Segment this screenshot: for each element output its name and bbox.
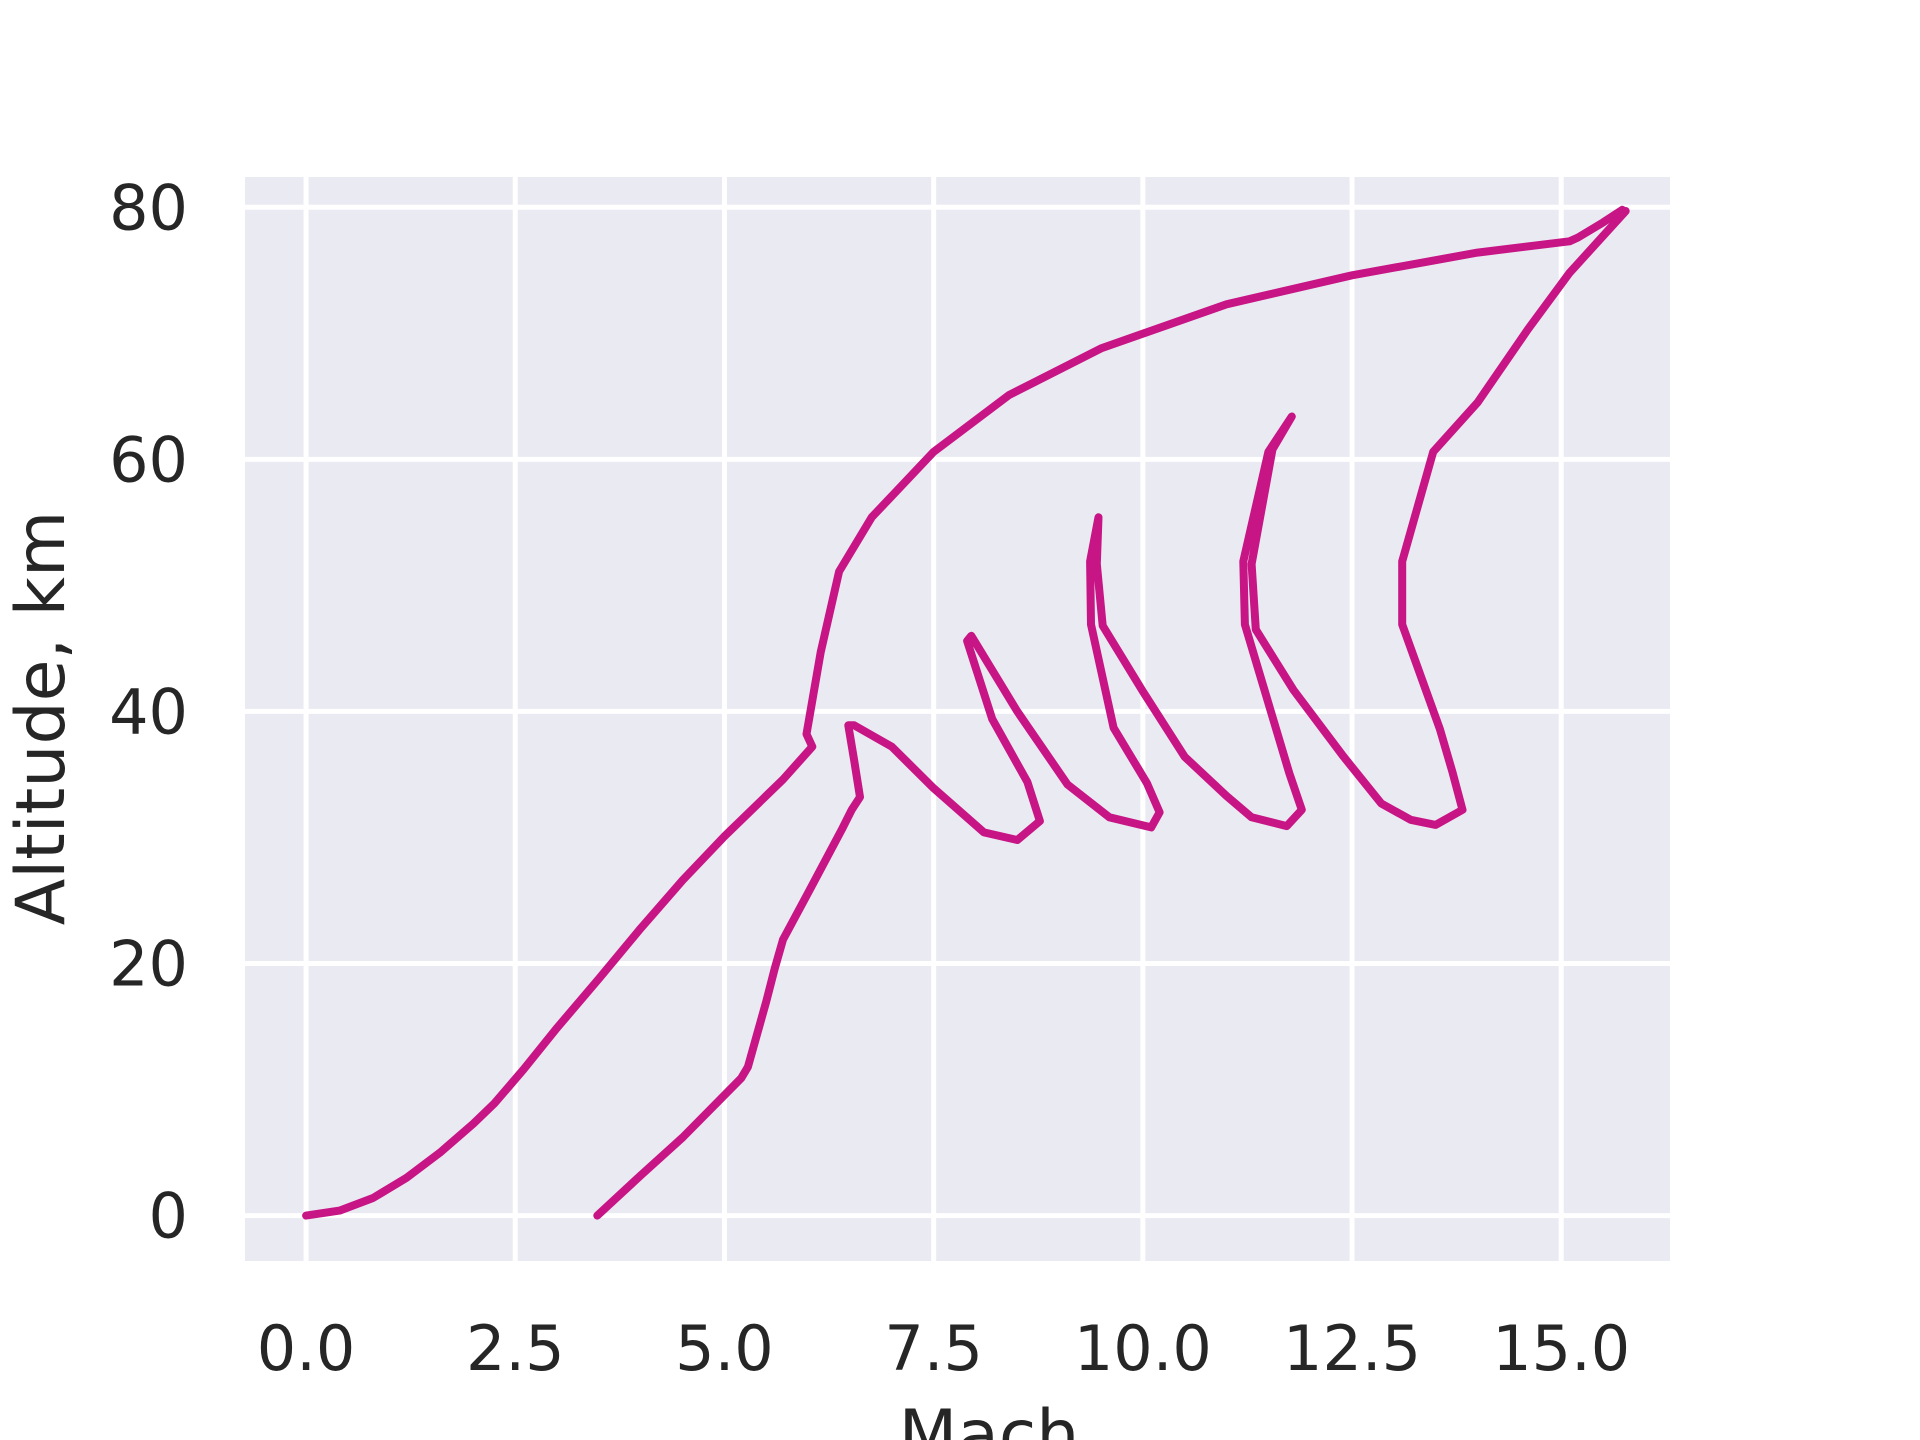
x-tick-label: 7.5 bbox=[884, 1312, 983, 1385]
series-layer bbox=[302, 205, 1630, 1220]
plot-background bbox=[245, 177, 1670, 1261]
x-tick-label: 12.5 bbox=[1283, 1312, 1421, 1385]
x-tick-label: 15.0 bbox=[1492, 1312, 1630, 1385]
series-line-2 bbox=[593, 207, 1630, 1220]
y-tick-label: 80 bbox=[109, 171, 188, 244]
y-axis-label: Altitude, km bbox=[2, 511, 81, 926]
x-gridlines bbox=[303, 177, 1564, 1261]
y-tick-label: 0 bbox=[149, 1180, 188, 1253]
y-tick-label: 40 bbox=[109, 675, 188, 748]
x-tick-label: 10.0 bbox=[1074, 1312, 1212, 1385]
y-tick-label: 60 bbox=[109, 423, 188, 496]
x-tick-label: 0.0 bbox=[257, 1312, 356, 1385]
y-tick-label: 20 bbox=[109, 928, 188, 1001]
x-tick-label: 2.5 bbox=[466, 1312, 565, 1385]
series-line-1 bbox=[302, 205, 1627, 1220]
y-tick-labels: 0 20 40 60 80 bbox=[109, 171, 188, 1252]
x-tick-labels: 0.0 2.5 5.0 7.5 10.0 12.5 15.0 bbox=[257, 1312, 1630, 1385]
x-axis-label: Mach bbox=[899, 1396, 1080, 1440]
x-tick-label: 5.0 bbox=[675, 1312, 774, 1385]
